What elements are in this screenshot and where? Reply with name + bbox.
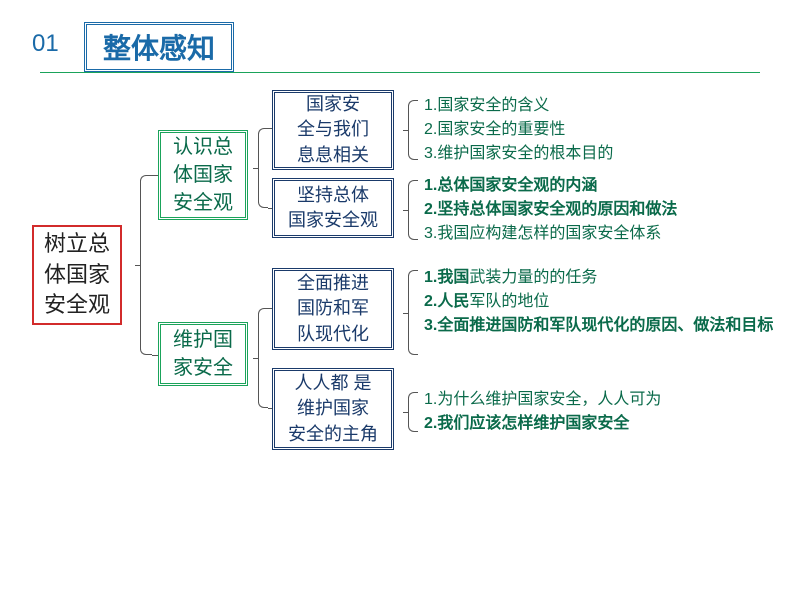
l3-node-2: 全面推进 国防和军 队现代化	[272, 268, 394, 350]
d3-l1: 2.我们应该怎样维护国家安全	[424, 412, 774, 436]
l3-node-0: 国家安 全与我们 息息相关	[272, 90, 394, 170]
d1-l2: 3.我国应构建怎样的国家安全体系	[424, 222, 784, 246]
detail-1: 1.总体国家安全观的内涵 2.坚持总体国家安全观的原因和做法 3.我国应构建怎样…	[424, 174, 784, 246]
bracket-l2-1-t0	[268, 308, 272, 309]
d2-l1: 2.人民军队的地位	[424, 290, 780, 314]
detail-2: 1.我国武装力量的的任务 2.人民军队的地位 3.全面推进国防和军队现代化的原因…	[424, 266, 780, 338]
d1-l1: 2.坚持总体国家安全观的原因和做法	[424, 198, 784, 222]
d2-l0: 1.我国武装力量的的任务	[424, 266, 780, 290]
bracket-d3	[408, 392, 418, 432]
bracket-l2-1	[258, 308, 268, 408]
d3-l0: 1.为什么维护国家安全，人人可为	[424, 388, 774, 412]
bracket-l2-1-t1	[268, 408, 272, 409]
bracket-root	[140, 175, 152, 355]
detail-0: 1.国家安全的含义 2.国家安全的重要性 3.维护国家安全的根本目的	[424, 94, 774, 166]
bracket-d2	[408, 270, 418, 355]
d0-l1: 2.国家安全的重要性	[424, 118, 774, 142]
bracket-l2-0	[258, 128, 268, 208]
d0-l2: 3.维护国家安全的根本目的	[424, 142, 774, 166]
detail-3: 1.为什么维护国家安全，人人可为 2.我们应该怎样维护国家安全	[424, 388, 774, 436]
d0-l0: 1.国家安全的含义	[424, 94, 774, 118]
d1-l0: 1.总体国家安全观的内涵	[424, 174, 784, 198]
section-title: 整体感知	[84, 22, 234, 72]
l2-node-0: 认识总 体国家 安全观	[158, 130, 248, 220]
title-underline	[40, 72, 760, 73]
bracket-l2-0-t0	[268, 128, 272, 129]
d2-l2: 3.全面推进国防和军队现代化的原因、做法和目标	[424, 314, 780, 338]
l3-node-1: 坚持总体 国家安全观	[272, 178, 394, 238]
bracket-root-tick-0	[152, 175, 158, 176]
bracket-root-tick-1	[152, 355, 158, 356]
bracket-d0	[408, 100, 418, 160]
l3-node-3: 人人都 是 维护国家 安全的主角	[272, 368, 394, 450]
bracket-l2-0-t1	[268, 208, 272, 209]
l2-node-1: 维护国 家安全	[158, 322, 248, 386]
bracket-d1	[408, 180, 418, 240]
root-node: 树立总 体国家 安全观	[32, 225, 122, 325]
section-number: 01	[32, 30, 59, 58]
